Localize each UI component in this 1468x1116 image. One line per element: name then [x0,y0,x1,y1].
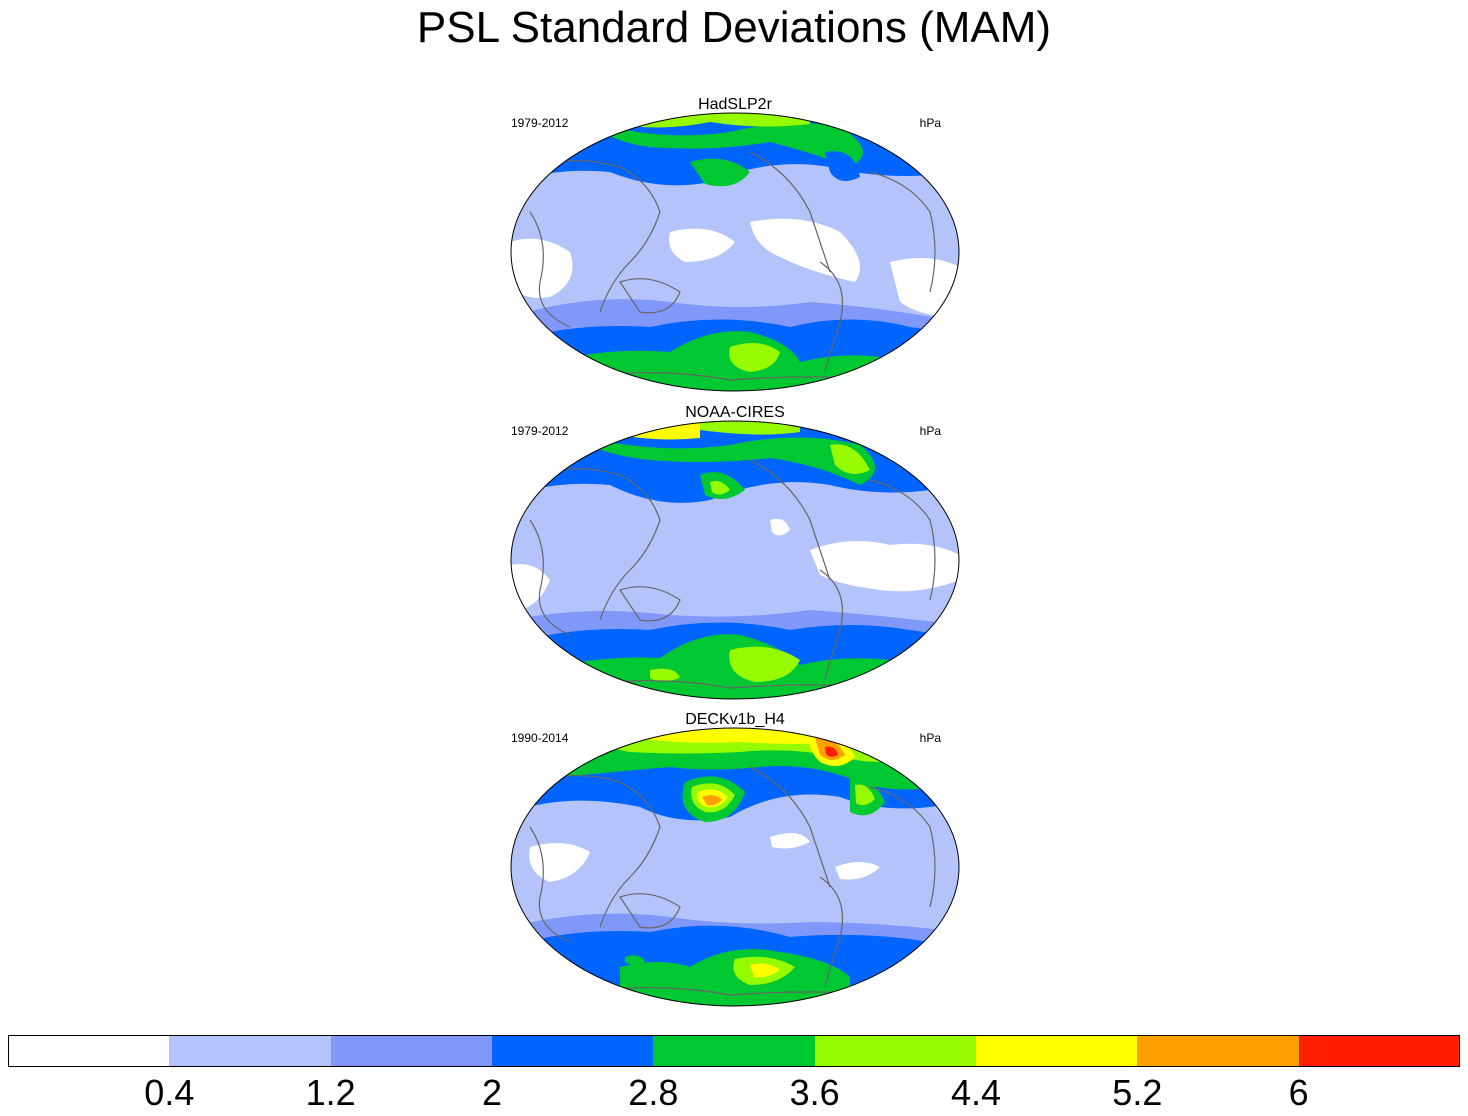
page-title: PSL Standard Deviations (MAM) [416,3,1052,52]
map-hadslp2r [510,112,960,392]
panel-period: 1990-2014 [511,731,569,745]
colorbar [8,1035,1461,1067]
map-panel-deckv1b-h4: DECKv1b_H4 1990-2014 hPa [505,711,965,1011]
colorbar-box [653,1035,816,1067]
panel-units: hPa [919,731,941,745]
colorbar-tick-label: 1.2 [305,1072,356,1113]
colorbar-box [1298,1035,1461,1067]
colorbar-box [330,1035,493,1067]
colorbar-box [492,1035,654,1067]
colorbar-tick-label: 4.4 [950,1072,1002,1113]
colorbar-tick-label: 2.8 [628,1072,679,1113]
colorbar-box [169,1035,332,1067]
colorbar-tick-label: 3.6 [789,1072,840,1113]
colorbar-box [814,1035,977,1067]
map-noaa-cires [510,420,960,700]
map-panel-noaa-cires: NOAA-CIRES 1979-2012 hPa [505,404,965,704]
colorbar-tick-label: 5.2 [1112,1072,1163,1113]
colorbar-tick-label: 0.4 [144,1072,195,1113]
panel-period: 1979-2012 [511,424,569,438]
colorbar-tick-label: 2 [481,1072,503,1113]
colorbar-box [8,1035,170,1067]
panel-title: NOAA-CIRES [685,404,785,421]
colorbar-tick-label: 6 [1288,1072,1309,1113]
panel-period: 1979-2012 [511,116,569,130]
panel-units: hPa [919,116,941,130]
colorbar-box [1137,1035,1300,1067]
map-deckv1b-h4 [510,727,960,1007]
panel-units: hPa [919,424,941,438]
colorbar-box [976,1035,1138,1067]
map-panel-hadslp2r: HadSLP2r 1979-2012 hPa [505,96,965,396]
colorbar-labels: 0.4 1.2 2 2.8 3.6 4.4 5.2 6 [0,1072,1468,1116]
panel-title: DECKv1b_H4 [685,711,785,728]
panel-title: HadSLP2r [698,96,772,113]
